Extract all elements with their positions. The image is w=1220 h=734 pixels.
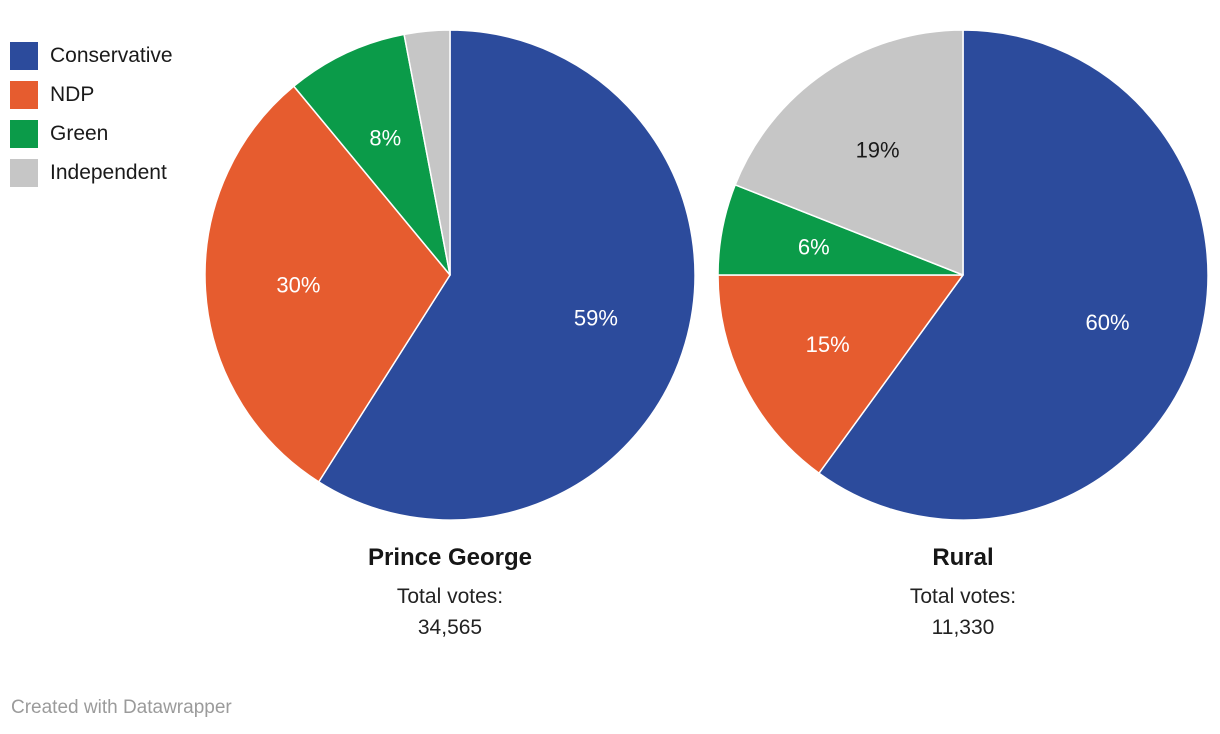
legend-swatch-independent	[10, 159, 38, 187]
pie-slice-independent[interactable]	[734, 29, 964, 276]
slice-label-green: 6%	[798, 235, 830, 260]
slice-label-conservative: 59%	[574, 305, 618, 330]
legend-swatch-conservative	[10, 42, 38, 70]
pie-slice-conservative[interactable]	[818, 29, 1209, 521]
legend-item-independent: Independent	[10, 159, 173, 187]
pie-chart-rural: 60% 15% 6% 19%	[717, 29, 1209, 521]
pie-slice-conservative[interactable]	[317, 29, 696, 521]
pie-chart-prince-george: 59% 30% 8%	[204, 29, 696, 521]
legend-swatch-ndp	[10, 81, 38, 109]
slice-label-independent: 19%	[856, 137, 900, 162]
pie-slice-independent[interactable]	[403, 29, 451, 276]
total-votes-label: Total votes:	[909, 585, 1017, 608]
legend-item-green: Green	[10, 120, 173, 148]
slice-label-ndp: 15%	[806, 332, 850, 357]
slice-label-green: 8%	[369, 126, 401, 151]
legend-swatch-green	[10, 120, 38, 148]
legend-label-ndp: NDP	[50, 83, 95, 106]
total-votes-value: 11,330	[931, 616, 995, 639]
legend-label-independent: Independent	[50, 161, 167, 184]
legend-item-ndp: NDP	[10, 81, 173, 109]
pie-slice-ndp[interactable]	[204, 85, 451, 483]
legend-label-conservative: Conservative	[50, 44, 173, 67]
caption-rural: Rural Total votes: 11,330	[713, 544, 1213, 643]
datawrapper-credit-link[interactable]: Created with Datawrapper	[11, 697, 232, 718]
caption-prince-george: Prince George Total votes: 34,565	[200, 544, 700, 643]
pie-title-rural: Rural	[932, 544, 994, 571]
pie-title-prince-george: Prince George	[367, 544, 533, 571]
slice-label-conservative: 60%	[1085, 310, 1129, 335]
legend-label-green: Green	[50, 122, 109, 145]
total-votes-label: Total votes:	[396, 585, 504, 608]
legend-item-conservative: Conservative	[10, 42, 173, 70]
pie-slice-green[interactable]	[293, 33, 451, 276]
total-votes-value: 34,565	[417, 616, 483, 639]
pie-slice-ndp[interactable]	[717, 274, 964, 474]
slice-label-ndp: 30%	[276, 273, 320, 298]
legend: Conservative NDP Green Independent	[10, 42, 173, 198]
